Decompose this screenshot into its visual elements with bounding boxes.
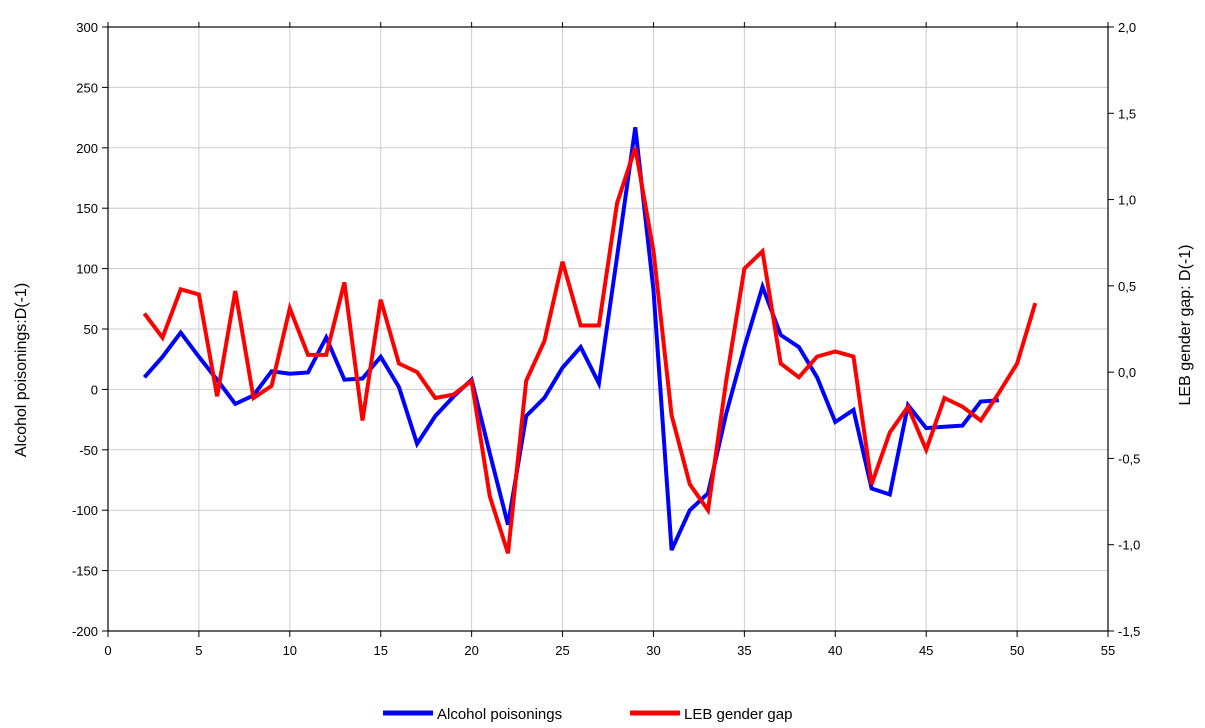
y-right-tick-label: 0,5 [1118, 279, 1136, 294]
y-right-tick-label: -0,5 [1118, 451, 1140, 466]
axes: 0 5 10 15 20 25 30 35 40 45 50 55 -200 -150 -100 -50 0 50… [72, 20, 1140, 658]
y-left-tick-label: 0 [91, 382, 98, 397]
legend: Alcohol poisonings LEB gender gap [383, 706, 792, 723]
y-right-tick-label: 2,0 [1118, 20, 1136, 35]
y-left-tick-label: -200 [72, 624, 98, 639]
y-right-tick-label: 1,5 [1118, 106, 1136, 121]
legend-label-alcohol-poisonings: Alcohol poisonings [437, 706, 562, 723]
x-tick-label: 35 [737, 643, 751, 658]
grid [108, 27, 1108, 631]
y-left-tick-label: 150 [76, 201, 98, 216]
y-right-tick-label: -1,5 [1118, 624, 1140, 639]
y-left-tick-label: -100 [72, 503, 98, 518]
x-tick-label: 5 [195, 643, 202, 658]
x-tick-label: 50 [1010, 643, 1024, 658]
x-tick-label: 55 [1101, 643, 1115, 658]
y-left-tick-label: 50 [84, 322, 98, 337]
x-tick-label: 15 [373, 643, 387, 658]
y-left-tick-label: 250 [76, 80, 98, 95]
x-tick-label: 0 [104, 643, 111, 658]
series-line-alcohol-poisonings [142, 127, 1000, 551]
x-tick-label: 30 [646, 643, 660, 658]
series-line-leb-gender-gap [142, 147, 1038, 554]
series-lines [142, 127, 1038, 554]
y-axis-right-title: LEB gender gap: D(-1) [1177, 245, 1194, 406]
y-left-tick-label: -50 [79, 443, 98, 458]
legend-label-leb-gender-gap: LEB gender gap [684, 706, 792, 723]
y-left-tick-label: 300 [76, 20, 98, 35]
y-right-tick-label: -1,0 [1118, 538, 1140, 553]
y-left-tick-label: 200 [76, 141, 98, 156]
y-axis-left-title: Alcohol poisonings:D(-1) [13, 283, 30, 457]
x-tick-label: 25 [555, 643, 569, 658]
y-right-tick-label: 1,0 [1118, 193, 1136, 208]
x-tick-label: 40 [828, 643, 842, 658]
y-left-tick-label: -150 [72, 564, 98, 579]
x-tick-label: 45 [919, 643, 933, 658]
y-left-tick-label: 100 [76, 262, 98, 277]
x-tick-label: 10 [283, 643, 297, 658]
x-tick-label: 20 [464, 643, 478, 658]
y-right-tick-label: 0,0 [1118, 365, 1136, 380]
